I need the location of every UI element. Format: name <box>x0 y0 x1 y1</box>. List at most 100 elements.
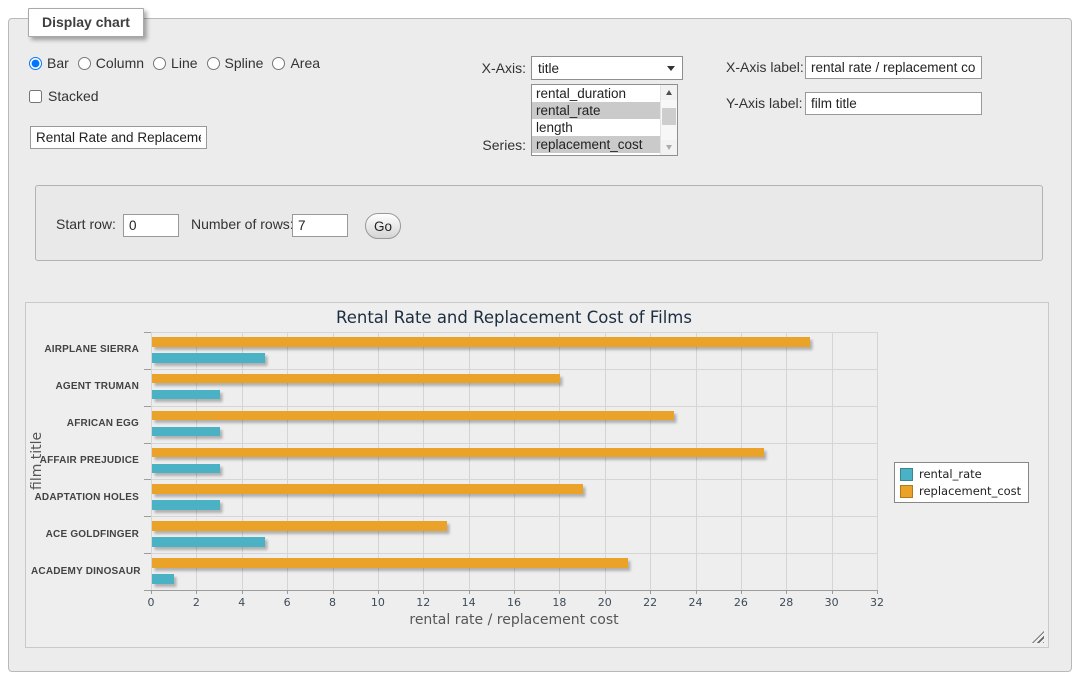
series-select-label: Series: <box>400 137 526 153</box>
y-axis-tick <box>144 590 151 591</box>
chart-type-radio-line[interactable] <box>153 57 166 70</box>
chart-type-radio-label: Bar <box>47 55 69 71</box>
scroll-up-button[interactable] <box>661 85 677 100</box>
stacked-checkbox[interactable] <box>29 90 42 103</box>
start-row-label: Start row: <box>56 216 116 232</box>
x-axis-tick-label: 32 <box>870 596 884 609</box>
rental_rate-bar <box>152 353 265 363</box>
x-axis-label-label: X-Axis label: <box>726 59 804 75</box>
y-axis-label-label: Y-Axis label: <box>726 95 803 111</box>
gridline-horizontal <box>151 443 877 444</box>
series-option-rental_duration[interactable]: rental_duration <box>532 85 660 102</box>
replacement_cost-bar <box>152 411 674 421</box>
chart-container: Rental Rate and Replacement Cost of Film… <box>25 302 1049 648</box>
x-axis-tick-label: 8 <box>329 596 336 609</box>
gridline-vertical <box>696 332 697 590</box>
page: Display chart BarColumnLineSplineArea St… <box>0 0 1081 681</box>
gridline-vertical <box>786 332 787 590</box>
chart-type-option-column: Column <box>78 55 144 71</box>
gridline-vertical <box>741 332 742 590</box>
x-axis-tick-label: 18 <box>552 596 566 609</box>
category-label: AGENT TRUMAN <box>31 381 139 392</box>
category-label: ACE GOLDFINGER <box>31 529 139 540</box>
x-axis-tick-label: 22 <box>643 596 657 609</box>
y-axis-tick <box>144 332 151 333</box>
gridline-vertical <box>151 332 152 590</box>
x-axis-tick-label: 4 <box>238 596 245 609</box>
legend-label: rental_rate <box>919 467 982 481</box>
x-axis-tick-label: 16 <box>507 596 521 609</box>
gridline-vertical <box>605 332 606 590</box>
triangle-up-icon <box>666 90 672 95</box>
scrollbar-thumb[interactable] <box>662 108 676 125</box>
gridline-vertical <box>242 332 243 590</box>
category-label: ADAPTATION HOLES <box>31 492 139 503</box>
chart-type-radio-bar[interactable] <box>29 57 42 70</box>
go-button[interactable]: Go <box>365 213 401 239</box>
rental_rate-bar <box>152 427 220 437</box>
chart-type-radio-spline[interactable] <box>207 57 220 70</box>
stacked-checkbox-row: Stacked <box>29 88 99 104</box>
gridline-horizontal <box>151 332 877 333</box>
number-of-rows-input[interactable] <box>292 214 348 237</box>
chart-title: Rental Rate and Replacement Cost of Film… <box>151 308 877 327</box>
gridline-vertical <box>514 332 515 590</box>
category-label: AFRICAN EGG <box>31 418 139 429</box>
rental_rate-bar <box>152 574 174 584</box>
x-axis-tick-label: 0 <box>148 596 155 609</box>
y-axis-tick <box>144 516 151 517</box>
replacement_cost-bar <box>152 521 447 531</box>
stacked-label: Stacked <box>48 88 99 104</box>
series-option-rental_rate[interactable]: rental_rate <box>532 102 660 119</box>
chart-type-option-bar: Bar <box>29 55 69 71</box>
series-multiselect[interactable]: rental_durationrental_ratelengthreplacem… <box>531 84 678 156</box>
gridline-vertical <box>196 332 197 590</box>
x-axis-tick-label: 28 <box>779 596 793 609</box>
chart-type-radio-area[interactable] <box>272 57 285 70</box>
rows-form-panel: Start row: Number of rows: Go <box>35 185 1043 261</box>
chevron-down-icon <box>667 66 675 71</box>
chart-type-radio-label: Column <box>96 55 144 71</box>
x-axis-tick-label: 6 <box>284 596 291 609</box>
gridline-horizontal <box>151 406 877 407</box>
gridline-vertical <box>877 332 878 590</box>
x-axis-label-input[interactable] <box>805 56 982 79</box>
gridline-horizontal <box>151 516 877 517</box>
replacement_cost-bar <box>152 558 628 568</box>
y-axis-tick <box>144 479 151 480</box>
series-option-length[interactable]: length <box>532 119 660 136</box>
replacement_cost-swatch-icon <box>900 485 913 498</box>
x-axis-title: rental rate / replacement cost <box>151 612 877 628</box>
series-option-list: rental_durationrental_ratelengthreplacem… <box>532 85 677 153</box>
scroll-down-button[interactable] <box>661 140 677 155</box>
chart-legend: rental_rate replacement_cost <box>894 462 1029 503</box>
category-label: ACADEMY DINOSAUR <box>31 566 139 577</box>
chart-type-option-area: Area <box>272 55 320 71</box>
x-axis-tick-label: 20 <box>598 596 612 609</box>
start-row-input[interactable] <box>123 214 179 237</box>
series-option-replacement_cost[interactable]: replacement_cost <box>532 136 660 153</box>
number-of-rows-label: Number of rows: <box>191 216 294 232</box>
gridline-vertical <box>469 332 470 590</box>
chart-title-input[interactable] <box>30 126 207 149</box>
chart-type-radio-label: Line <box>171 55 197 71</box>
replacement_cost-bar <box>152 374 560 384</box>
gridline-vertical <box>650 332 651 590</box>
category-label: AFFAIR PREJUDICE <box>31 455 139 466</box>
x-axis-selected-value: title <box>538 61 559 76</box>
legend-label: replacement_cost <box>919 484 1021 498</box>
chart-type-radio-column[interactable] <box>78 57 91 70</box>
y-axis-label-input[interactable] <box>805 92 982 115</box>
rental_rate-bar <box>152 537 265 547</box>
x-axis-tick-label: 30 <box>825 596 839 609</box>
legend-item-rental_rate: rental_rate <box>900 467 1021 481</box>
replacement_cost-bar <box>152 448 764 458</box>
chart-type-radio-group: Bar Column Line Spline Area <box>29 55 320 71</box>
scrollbar[interactable] <box>660 85 677 155</box>
y-axis-tick <box>144 369 151 370</box>
x-axis-select[interactable]: title <box>531 56 683 80</box>
y-axis-tick <box>144 406 151 407</box>
gridline-vertical <box>423 332 424 590</box>
resize-grip-icon[interactable] <box>1032 631 1044 643</box>
chart-type-radio-label: Spline <box>225 55 264 71</box>
